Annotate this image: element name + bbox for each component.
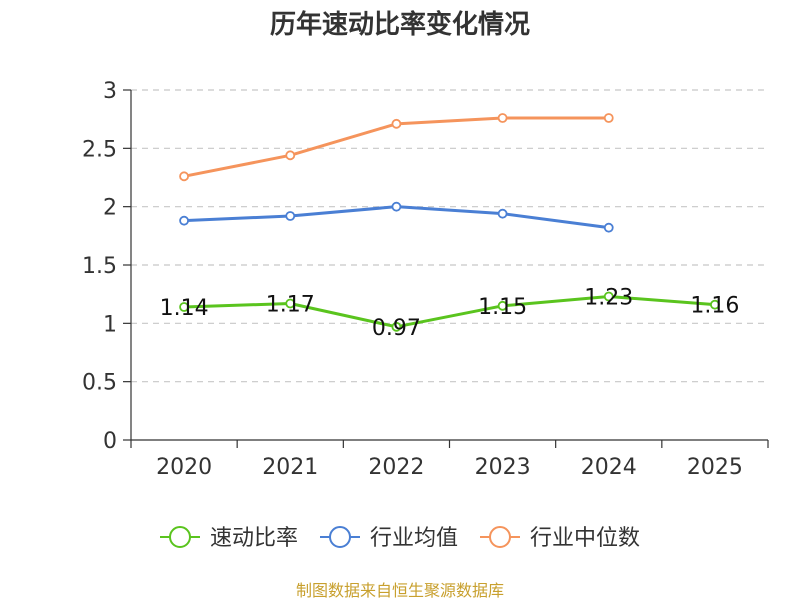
data-point-industry-median [179, 171, 189, 182]
data-point-industry-median [285, 150, 296, 161]
y-tick-label: 0 [103, 429, 117, 454]
data-label: 1.16 [690, 294, 739, 319]
data-point-industry-mean [603, 222, 614, 233]
data-point-industry-median [497, 113, 508, 123]
y-tick-label: 2 [103, 196, 117, 221]
data-point-industry-median [603, 113, 614, 123]
y-tick-label: 3 [103, 79, 117, 104]
data-label: 1.14 [160, 296, 209, 321]
legend: 速动比率 行业均值 行业中位数 [160, 526, 640, 551]
y-tick-label: 1 [103, 312, 117, 337]
data-point-quick-ratio [285, 298, 296, 309]
axes: 0 0.5 1 1.5 2 2.5 3 2020 2021 2022 2023 2024 2025 [82, 79, 769, 480]
data-point-quick-ratio [710, 299, 720, 310]
data-label: 1.23 [584, 286, 633, 311]
data-point-industry-median [391, 118, 402, 129]
data-source-note: 制图数据来自恒生聚源数据库 [296, 581, 504, 600]
y-tick-label: 0.5 [82, 371, 117, 396]
series-line-quick-ratio [184, 295, 716, 329]
legend-marker-quick-ratio [169, 526, 191, 548]
chart-title: 历年速动比率变化情况 [270, 9, 530, 40]
y-tick-label: 1.5 [82, 254, 117, 279]
x-tick-label: 2025 [687, 455, 743, 480]
legend-marker-industry-median [489, 526, 511, 548]
grid-lines [131, 89, 768, 383]
data-label: 1.15 [478, 295, 527, 320]
data-label: 0.97 [372, 316, 421, 341]
data-point-quick-ratio [603, 291, 614, 302]
x-tick-label: 2021 [262, 455, 318, 480]
data-point-industry-mean [285, 211, 296, 221]
data-label: 1.17 [266, 293, 315, 318]
data-point-quick-ratio [391, 321, 402, 332]
data-point-quick-ratio [497, 300, 508, 311]
y-tick-label: 2.5 [82, 137, 117, 162]
legend-marker-industry-mean [329, 526, 351, 548]
data-point-industry-mean [497, 208, 508, 219]
data-point-quick-ratio [179, 302, 189, 312]
legend-label-industry-median: 行业中位数 [530, 526, 640, 551]
legend-label-industry-mean: 行业均值 [370, 526, 458, 551]
data-point-industry-mean [179, 215, 189, 226]
x-tick-label: 2024 [581, 455, 637, 480]
x-tick-label: 2020 [156, 455, 212, 480]
x-tick-label: 2023 [475, 455, 531, 480]
x-tick-label: 2022 [368, 455, 424, 480]
legend-label-quick-ratio: 速动比率 [210, 526, 298, 551]
data-point-industry-mean [391, 201, 402, 212]
data-labels: 1.14 1.17 0.97 1.15 1.23 1.16 [160, 286, 740, 341]
series-group [179, 113, 720, 332]
